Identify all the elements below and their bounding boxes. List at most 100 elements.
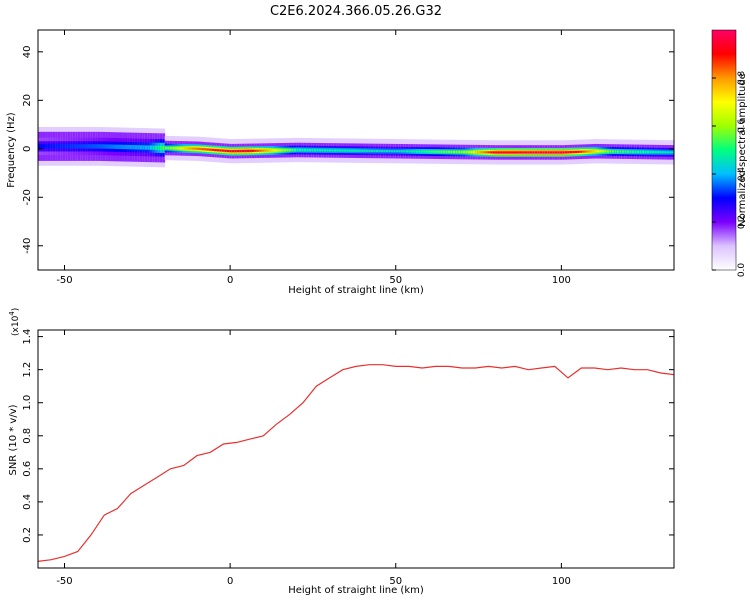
heatmap-x-axis-label: Height of straight line (km) [288,285,424,296]
heatmap-cell [490,151,494,154]
heatmap-cell [82,144,86,149]
snr-y-ticks: 0.2 0.4 0.6 0.8 1.0 1.2 1.4 [22,329,674,543]
heatmap-cell [60,144,64,149]
heatmap-cell [549,151,553,154]
x-tick-label: 0 [227,275,233,286]
heatmap-cells [38,126,674,168]
heatmap-cell [360,149,364,152]
heatmap-cell [122,144,126,150]
heatmap-cell [634,150,638,153]
heatmap-cell [308,149,312,152]
heatmap-cell [303,149,307,152]
heatmap-cell [211,148,215,151]
heatmap-cell [624,150,628,153]
heatmap-cell [654,151,658,154]
x-tick-label: 0 [227,576,233,587]
heatmap-cell [609,150,613,153]
heatmap-cell [67,144,71,149]
heatmap-y-axis-label: Frequency (Hz) [6,112,17,188]
heatmap-cell [100,144,103,149]
colorbar-label: Normalized spectral amplitude [737,73,748,227]
heatmap-cell [644,150,648,154]
heatmap-cell [390,150,394,153]
snr-series-line [38,364,674,562]
heatmap-cell [321,149,325,152]
heatmap-cell [346,149,349,152]
heatmap-cell [423,150,426,153]
heatmap-cell [316,149,320,152]
heatmap-cell [671,151,674,154]
colorbar-tick-label: 0.8 [737,71,747,86]
heatmap-cell [70,144,74,149]
heatmap-cell [380,149,384,153]
heatmap-cell [42,144,46,149]
heatmap-cell [105,144,108,149]
heatmap-cell [323,149,327,152]
heatmap-cell [611,150,615,153]
x-tick-label: -50 [56,576,72,587]
heatmap-cell [129,144,133,150]
heatmap-cell [557,151,561,154]
heatmap-cell [192,147,195,150]
heatmap-cell [167,146,171,150]
heatmap-cell [107,144,111,149]
heatmap-cell [564,151,568,154]
heatmap-cell [497,151,501,154]
heatmap-cell [77,144,81,149]
heatmap-cell [467,151,471,154]
figure-title: C2E6.2024.366.05.26.G32 [270,4,442,19]
heatmap-cell [169,147,173,150]
heatmap-cell [85,144,89,149]
heatmap-cell [179,147,183,150]
heatmap-cell [283,149,287,152]
snr-y-multiplier: (x104) [8,308,21,336]
heatmap-cell [209,148,213,151]
heatmap-cell [370,149,374,152]
heatmap-cell [241,149,245,153]
heatmap-cell [57,144,61,149]
snr-x-ticks: -50 0 50 100 [56,330,571,587]
heatmap-cell [363,149,367,152]
heatmap-cell [435,150,439,153]
heatmap-cell [164,146,168,150]
heatmap-cell [281,149,285,152]
x-tick-label: 50 [389,576,402,587]
colorbar-tick-label: 0.4 [737,167,747,182]
heatmap-cell [587,150,590,153]
heatmap-cell [92,144,96,149]
heatmap-cell [110,144,113,149]
snr-y-multiplier-text: (x10 [11,315,21,336]
heatmap-cell [495,151,499,154]
heatmap-cell [45,144,49,149]
heatmap-cell [65,144,69,149]
heatmap-cell [440,150,444,153]
heatmap-cell [646,150,650,154]
heatmap-cell [415,150,419,153]
heatmap-cell [457,150,461,154]
snr-y-axis-label: SNR (10 * v/v) [8,404,19,475]
heatmap-cell [524,151,528,154]
heatmap-cell [154,145,158,150]
heatmap-cell [301,148,305,152]
colorbar-gradient [711,29,737,271]
heatmap-cell [554,151,558,154]
heatmap-cell [532,151,536,154]
snr-frame [37,329,675,569]
heatmap-cell [351,149,354,152]
heatmap-cell [348,149,352,152]
heatmap-cell [134,145,138,150]
x-tick-label: 50 [389,275,402,286]
heatmap-x-ticks: -50 0 50 100 [56,30,571,286]
heatmap-cell [234,150,238,153]
heatmap-cell [286,149,290,152]
heatmap-cell [353,149,357,152]
heatmap-cell [336,149,340,152]
heatmap-cell [326,149,330,152]
heatmap-cell [388,150,392,153]
heatmap-cell [306,149,310,152]
y-tick-label: 1.4 [22,329,33,345]
heatmap-cell [472,151,476,154]
heatmap-cell [567,151,571,154]
y-tick-label: -20 [22,189,33,205]
